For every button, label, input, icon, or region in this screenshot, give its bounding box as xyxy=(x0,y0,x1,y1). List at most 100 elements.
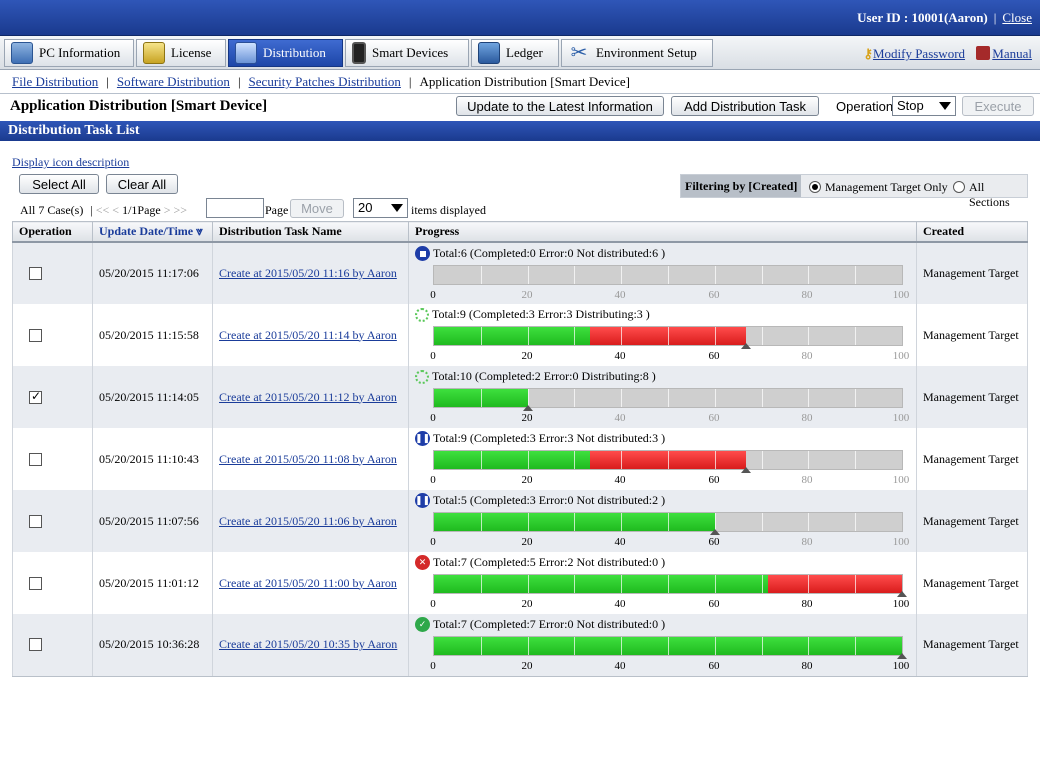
task-name-cell: Create at 2015/05/20 11:16 by Aaron xyxy=(212,242,409,304)
task-name-link[interactable]: Create at 2015/05/20 11:12 by Aaron xyxy=(219,389,397,404)
add-task-button[interactable]: Add Distribution Task xyxy=(671,96,819,116)
clear-all-button[interactable]: Clear All xyxy=(106,174,178,194)
progress-gridline xyxy=(574,389,575,407)
tab-label: PC Information xyxy=(39,45,121,60)
tab-label: Environment Setup xyxy=(596,45,697,60)
select-all-button[interactable]: Select All xyxy=(19,174,99,194)
progress-tick-label: 40 xyxy=(614,412,626,424)
progress-info: ✕ Total:7 (Completed:5 Error:2 Not distri… xyxy=(415,555,665,570)
progress-scale: 0 20 40 60 80 100 xyxy=(430,536,909,548)
tab-pc-information[interactable]: PC Information xyxy=(4,39,134,67)
progress-gridline xyxy=(668,513,669,531)
tab-label: License xyxy=(171,45,212,60)
progress-info: Total:10 (Completed:2 Error:0 Distributi… xyxy=(415,369,656,384)
modify-password-link[interactable]: Modify Password xyxy=(872,46,966,61)
operation-cell xyxy=(12,428,93,490)
license-icon xyxy=(143,42,165,64)
tab-ledger[interactable]: Ledger xyxy=(471,39,559,67)
tab-label: Smart Devices xyxy=(372,45,449,60)
progress-completed-segment xyxy=(434,451,590,469)
progress-gridline xyxy=(574,327,575,345)
progress-tick-label: 40 xyxy=(614,598,626,610)
icon-description-link[interactable]: Display icon description xyxy=(12,155,130,169)
page-title: Application Distribution [Smart Device] xyxy=(10,98,268,114)
execute-button[interactable]: Execute xyxy=(962,96,1034,116)
progress-summary: Total:6 (Completed:0 Error:0 Not distrib… xyxy=(433,246,666,260)
col-update-date[interactable]: Update Date/Time ⩔ xyxy=(92,221,213,243)
progress-summary: Total:7 (Completed:7 Error:0 Not distrib… xyxy=(433,617,666,631)
progress-gridline xyxy=(715,451,716,469)
created-cell: Management Target xyxy=(916,552,1028,614)
row-checkbox[interactable] xyxy=(29,267,42,280)
progress-tick-label: 100 xyxy=(892,474,910,486)
pager-last[interactable]: >> xyxy=(173,203,188,217)
tab-license[interactable]: License xyxy=(136,39,226,67)
progress-gridline xyxy=(715,389,716,407)
progress-tick-label: 60 xyxy=(708,660,720,672)
distribution-icon xyxy=(235,42,257,64)
progress-info: ❚❚ Total:9 (Completed:3 Error:3 Not distr… xyxy=(415,431,665,446)
task-name-link[interactable]: Create at 2015/05/20 11:00 by Aaron xyxy=(219,575,397,590)
filter-radio-all[interactable] xyxy=(953,181,965,193)
breadcrumb-security-patches[interactable]: Security Patches Distribution xyxy=(248,74,401,89)
progress-marker xyxy=(741,343,751,349)
update-date-cell: 05/20/2015 11:15:58 xyxy=(92,304,213,366)
progress-tick-label: 80 xyxy=(801,598,813,610)
page-label: Page xyxy=(265,203,289,217)
filter-radio-management[interactable] xyxy=(809,181,821,193)
operation-cell xyxy=(12,304,93,366)
page-number-input[interactable] xyxy=(206,198,264,218)
task-name-link[interactable]: Create at 2015/05/20 11:06 by Aaron xyxy=(219,513,397,528)
progress-gridline xyxy=(762,575,763,593)
progress-gridline xyxy=(574,575,575,593)
complete-status-icon: ✓ xyxy=(415,617,430,632)
progress-tick-label: 0 xyxy=(430,412,436,424)
pager-first[interactable]: << xyxy=(95,203,110,217)
items-per-page-select[interactable]: 20 xyxy=(353,198,408,218)
tab-distribution[interactable]: Distribution xyxy=(228,39,343,67)
pager-prev[interactable]: < xyxy=(112,203,120,217)
table-row: 05/20/2015 11:15:58 Create at 2015/05/20 … xyxy=(12,304,1028,366)
close-link[interactable]: Close xyxy=(1002,10,1032,25)
progress-gridline xyxy=(528,389,529,407)
update-latest-button[interactable]: Update to the Latest Information xyxy=(456,96,664,116)
task-name-link[interactable]: Create at 2015/05/20 11:14 by Aaron xyxy=(219,327,397,342)
section-title: Distribution Task List xyxy=(0,121,1040,141)
progress-cell: ✓ Total:7 (Completed:7 Error:0 Not distri… xyxy=(408,614,917,677)
row-checkbox[interactable] xyxy=(29,514,42,528)
table-row: 05/20/2015 11:01:12 Create at 2015/05/20 … xyxy=(12,552,1028,614)
manual-link[interactable]: Manual xyxy=(992,46,1032,61)
progress-gridline xyxy=(574,637,575,655)
operation-select[interactable]: Stop xyxy=(892,96,956,116)
task-name-cell: Create at 2015/05/20 11:08 by Aaron xyxy=(212,428,409,490)
task-name-link[interactable]: Create at 2015/05/20 11:08 by Aaron xyxy=(219,451,397,466)
breadcrumb-software-distribution[interactable]: Software Distribution xyxy=(116,74,230,89)
breadcrumb-file-distribution[interactable]: File Distribution xyxy=(12,74,99,89)
tab-environment-setup[interactable]: ✂ Environment Setup xyxy=(561,39,713,67)
col-created: Created xyxy=(916,221,1028,243)
row-checkbox[interactable] xyxy=(29,576,42,590)
progress-tick-label: 20 xyxy=(521,412,533,424)
created-cell: Management Target xyxy=(916,366,1028,428)
operation-label: Operation: xyxy=(836,99,897,114)
progress-tick-label: 100 xyxy=(892,536,910,548)
stop-status-icon xyxy=(415,246,430,261)
pager-next[interactable]: > xyxy=(163,203,171,217)
move-button[interactable]: Move xyxy=(290,199,344,218)
table-row: 05/20/2015 11:14:05 Create at 2015/05/20 … xyxy=(12,366,1028,428)
filter-box: Filtering by [Created] Management Target… xyxy=(680,174,1028,209)
task-name-link[interactable]: Create at 2015/05/20 11:16 by Aaron xyxy=(219,266,397,280)
progress-scale: 0 20 40 60 80 100 xyxy=(430,598,909,610)
progress-info: ❚❚ Total:5 (Completed:3 Error:0 Not distr… xyxy=(415,493,665,508)
progress-tick-label: 20 xyxy=(521,474,533,486)
row-checkbox[interactable] xyxy=(29,452,42,466)
row-checkbox[interactable] xyxy=(29,638,42,652)
task-name-link[interactable]: Create at 2015/05/20 10:35 by Aaron xyxy=(219,637,398,652)
progress-tick-label: 60 xyxy=(708,289,720,301)
tab-smart-devices[interactable]: Smart Devices xyxy=(345,39,469,67)
sort-desc-icon: ⩔ xyxy=(196,224,203,238)
progress-bar xyxy=(433,636,907,659)
task-name-cell: Create at 2015/05/20 10:35 by Aaron xyxy=(212,614,409,677)
row-checkbox[interactable] xyxy=(29,328,42,342)
row-checkbox[interactable] xyxy=(29,389,42,404)
